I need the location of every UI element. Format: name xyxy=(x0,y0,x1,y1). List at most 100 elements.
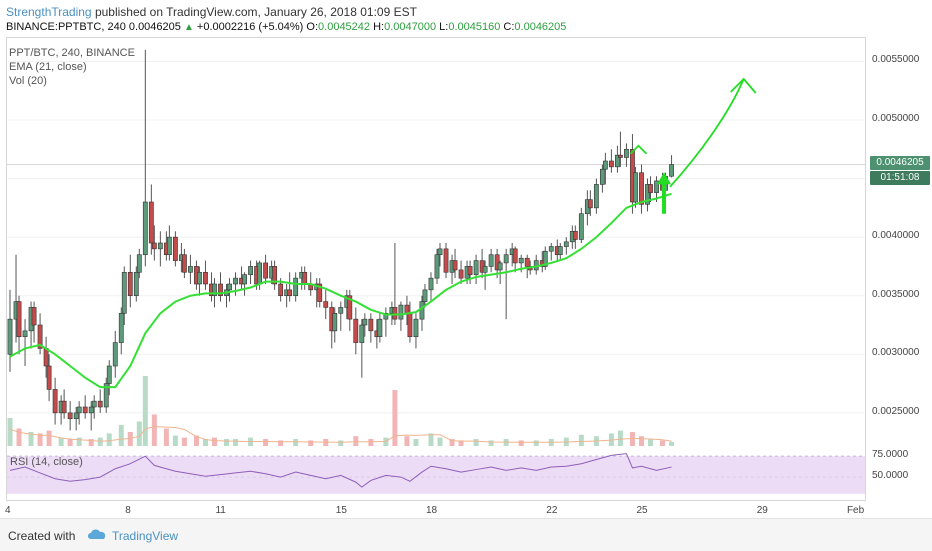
candle-body-18 xyxy=(97,400,103,408)
candle-body-123 xyxy=(624,148,629,158)
annotation-small-arrow xyxy=(629,144,648,155)
high-label: H: xyxy=(373,21,385,33)
candle-body-95 xyxy=(482,266,488,273)
tradingview-cloud-icon xyxy=(88,529,106,539)
candle-body-74 xyxy=(377,318,383,338)
volume-bar-18 xyxy=(181,437,187,446)
tradingview-brand[interactable]: TradingView xyxy=(112,529,179,543)
last-price: 0.0046205 xyxy=(128,21,181,33)
candle-body-38 xyxy=(197,271,202,285)
y-tick-label-0: 0.0025000 xyxy=(872,405,920,417)
candle-body-103 xyxy=(524,257,530,267)
close-label: C: xyxy=(503,21,515,33)
candle-body-125 xyxy=(633,172,638,203)
candle-body-120 xyxy=(609,160,614,168)
candle-body-9 xyxy=(52,389,58,414)
legend-symbol: PPT/BTC, 240, BINANCE xyxy=(9,47,135,59)
candle-body-86 xyxy=(437,248,443,256)
candle-body-3 xyxy=(22,330,28,338)
high-value: 0.0047000 xyxy=(384,21,437,33)
candle-body-35 xyxy=(182,254,187,273)
candle-body-22 xyxy=(118,312,124,343)
candle-body-85 xyxy=(434,254,440,279)
candle-body-50 xyxy=(257,262,262,285)
candle-body-54 xyxy=(278,283,284,297)
candle-body-99 xyxy=(503,254,509,264)
volume-bar-51 xyxy=(617,430,623,446)
volume-bar-35 xyxy=(404,436,410,446)
volume-bar-38 xyxy=(437,437,443,446)
volume-bar-55 xyxy=(660,440,666,446)
volume-bar-10 xyxy=(106,433,112,446)
candle-body-114 xyxy=(578,213,584,240)
candle-body-75 xyxy=(383,312,389,320)
candle-body-26 xyxy=(136,254,142,273)
candle-body-129 xyxy=(654,180,659,193)
volume-bar-20 xyxy=(202,439,208,446)
volume-bar-52 xyxy=(629,432,635,446)
volume-bar-15 xyxy=(151,414,157,446)
price-pane[interactable] xyxy=(7,38,866,448)
footer-bar: Created with TradingView xyxy=(0,518,932,551)
x-tick-label-6: 25 xyxy=(636,505,648,516)
ohlc-header: BINANCE:PPTBTC, 240 0.0046205 ▲ +0.00022… xyxy=(6,21,566,33)
volume-bar-9 xyxy=(97,437,103,446)
bar-countdown-badge: 01:51:08 xyxy=(870,171,930,186)
rsi-tick-50: 50.0000 xyxy=(872,470,909,482)
candle-body-59 xyxy=(302,271,308,285)
volume-bar-19 xyxy=(193,435,199,446)
candle-body-97 xyxy=(494,254,500,271)
candle-body-24 xyxy=(127,271,133,297)
candle-body-66 xyxy=(338,307,344,314)
candle-body-128 xyxy=(648,184,653,193)
volume-bar-13 xyxy=(136,421,142,446)
publish-header: StrengthTrading published on TradingView… xyxy=(6,5,417,19)
volume-bar-6 xyxy=(67,439,73,446)
author-link[interactable]: StrengthTrading xyxy=(6,5,92,19)
x-tick-label-4: 18 xyxy=(425,505,438,516)
annotation-curve xyxy=(669,78,745,188)
candle-body-119 xyxy=(602,160,608,170)
candle-body-87 xyxy=(443,248,449,273)
candle-body-108 xyxy=(548,246,554,252)
candle-body-56 xyxy=(287,289,293,297)
volume-bar-37 xyxy=(428,433,434,446)
candle-body-93 xyxy=(473,260,479,275)
rsi-legend: RSI (14, close) xyxy=(10,456,83,468)
x-tick-label-3: 15 xyxy=(335,505,347,516)
volume-bar-26 xyxy=(278,440,284,446)
candle-body-32 xyxy=(166,236,172,256)
candle-body-79 xyxy=(404,304,410,314)
candle-body-110 xyxy=(557,246,563,256)
candle-body-96 xyxy=(488,254,494,267)
candle-body-82 xyxy=(419,301,425,320)
candle-body-118 xyxy=(599,168,605,185)
volume-bar-31 xyxy=(353,436,359,446)
volume-bar-27 xyxy=(293,439,299,446)
candle-body-69 xyxy=(353,318,359,343)
candle-body-8 xyxy=(46,365,52,390)
candle-body-101 xyxy=(512,248,518,264)
volume-bar-8 xyxy=(88,439,94,446)
candle-body-48 xyxy=(248,266,253,275)
candle-body-7 xyxy=(43,348,49,367)
candle-body-36 xyxy=(188,266,193,273)
candle-body-15 xyxy=(82,406,88,414)
chart-area[interactable] xyxy=(6,37,866,501)
candle-body-42 xyxy=(218,283,223,297)
candle-body-39 xyxy=(203,271,208,285)
candle-body-13 xyxy=(73,412,79,420)
volume-bar-45 xyxy=(533,440,539,446)
candle-body-12 xyxy=(67,412,73,420)
y-tick-label-2: 0.0035000 xyxy=(872,288,920,300)
volume-bar-14 xyxy=(142,376,148,446)
candle-body-19 xyxy=(103,383,109,408)
time-axis[interactable]: 4 8 11 15 18 22 25 29 Feb xyxy=(5,502,866,518)
y-tick-label-5: 0.0050000 xyxy=(872,113,920,124)
price-axis[interactable]: 0.0025000 0.0030000 0.0035000 0.0040000 0.00… xyxy=(866,37,932,501)
y-tick-label-1: 0.0030000 xyxy=(872,347,920,359)
rsi-pane[interactable] xyxy=(7,448,866,501)
ema-line xyxy=(9,192,672,389)
open-label: O: xyxy=(306,21,319,33)
volume-bar-21 xyxy=(211,437,217,446)
